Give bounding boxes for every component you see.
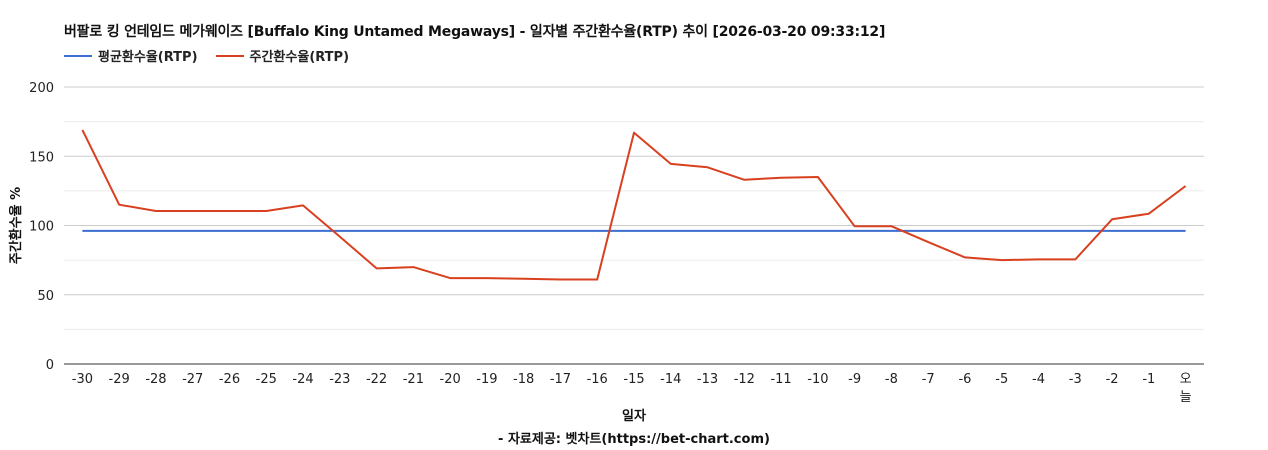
- legend-item-average[interactable]: 평균환수율(RTP): [64, 46, 198, 65]
- x-tick-label: -1: [1142, 372, 1155, 387]
- x-tick-label: -3: [1069, 372, 1082, 387]
- x-tick-label: -25: [256, 372, 277, 387]
- x-tick-label: -24: [292, 372, 313, 387]
- x-tick-label: -21: [403, 372, 424, 387]
- x-tick-label: -23: [329, 372, 350, 387]
- legend-swatch-weekly: [215, 54, 244, 57]
- source-note: - 자료제공: 벳차트(https://bet-chart.com): [498, 432, 770, 447]
- x-tick-label: -13: [697, 372, 718, 387]
- x-tick-label: -26: [219, 372, 240, 387]
- x-tick-label: -27: [182, 372, 203, 387]
- legend-label-average: 평균환수율(RTP): [98, 50, 198, 65]
- x-tick-label: -11: [770, 372, 791, 387]
- x-tick-label: -20: [440, 372, 461, 387]
- y-axis-title: 주간환수율 %: [8, 187, 24, 264]
- x-tick-label: -18: [513, 372, 534, 387]
- x-tick-label: 오: [1180, 372, 1192, 387]
- x-tick-label: -19: [476, 372, 497, 387]
- chart-title: 버팔로 킹 언테임드 메가웨이즈 [Buffalo King Untamed M…: [64, 24, 886, 40]
- x-tick-label: -12: [734, 372, 755, 387]
- x-tick-label: -17: [550, 372, 571, 387]
- legend-label-weekly: 주간환수율(RTP): [249, 50, 350, 65]
- x-tick-label: -5: [995, 372, 1008, 387]
- y-tick-label: 100: [29, 220, 54, 235]
- x-tick-label: -8: [885, 372, 898, 387]
- x-tick-label: -4: [1032, 372, 1045, 387]
- legend: 평균환수율(RTP) 주간환수율(RTP): [64, 46, 367, 65]
- x-axis-title: 일자: [622, 409, 646, 424]
- x-tick-label: -29: [109, 372, 130, 387]
- y-tick-label: 150: [29, 150, 54, 165]
- x-tick-label: -10: [807, 372, 828, 387]
- x-tick-label: -22: [366, 372, 387, 387]
- x-tick-label: -7: [922, 372, 935, 387]
- x-tick-label: -6: [958, 372, 971, 387]
- x-tick-label: -15: [623, 372, 644, 387]
- x-tick-label: -28: [145, 372, 166, 387]
- x-tick-label: -30: [72, 372, 93, 387]
- x-tick-label: 늘: [1180, 390, 1192, 405]
- legend-item-weekly[interactable]: 주간환수율(RTP): [215, 46, 350, 65]
- x-tick-label: -16: [587, 372, 608, 387]
- y-tick-label: 0: [46, 358, 54, 373]
- y-tick-label: 200: [29, 81, 54, 96]
- x-tick-label: -14: [660, 372, 681, 387]
- x-tick-label: -2: [1106, 372, 1119, 387]
- x-tick-label: -9: [848, 372, 861, 387]
- series-line-weekly: [81, 129, 1187, 281]
- legend-swatch-average: [64, 54, 92, 57]
- y-tick-label: 50: [37, 289, 54, 304]
